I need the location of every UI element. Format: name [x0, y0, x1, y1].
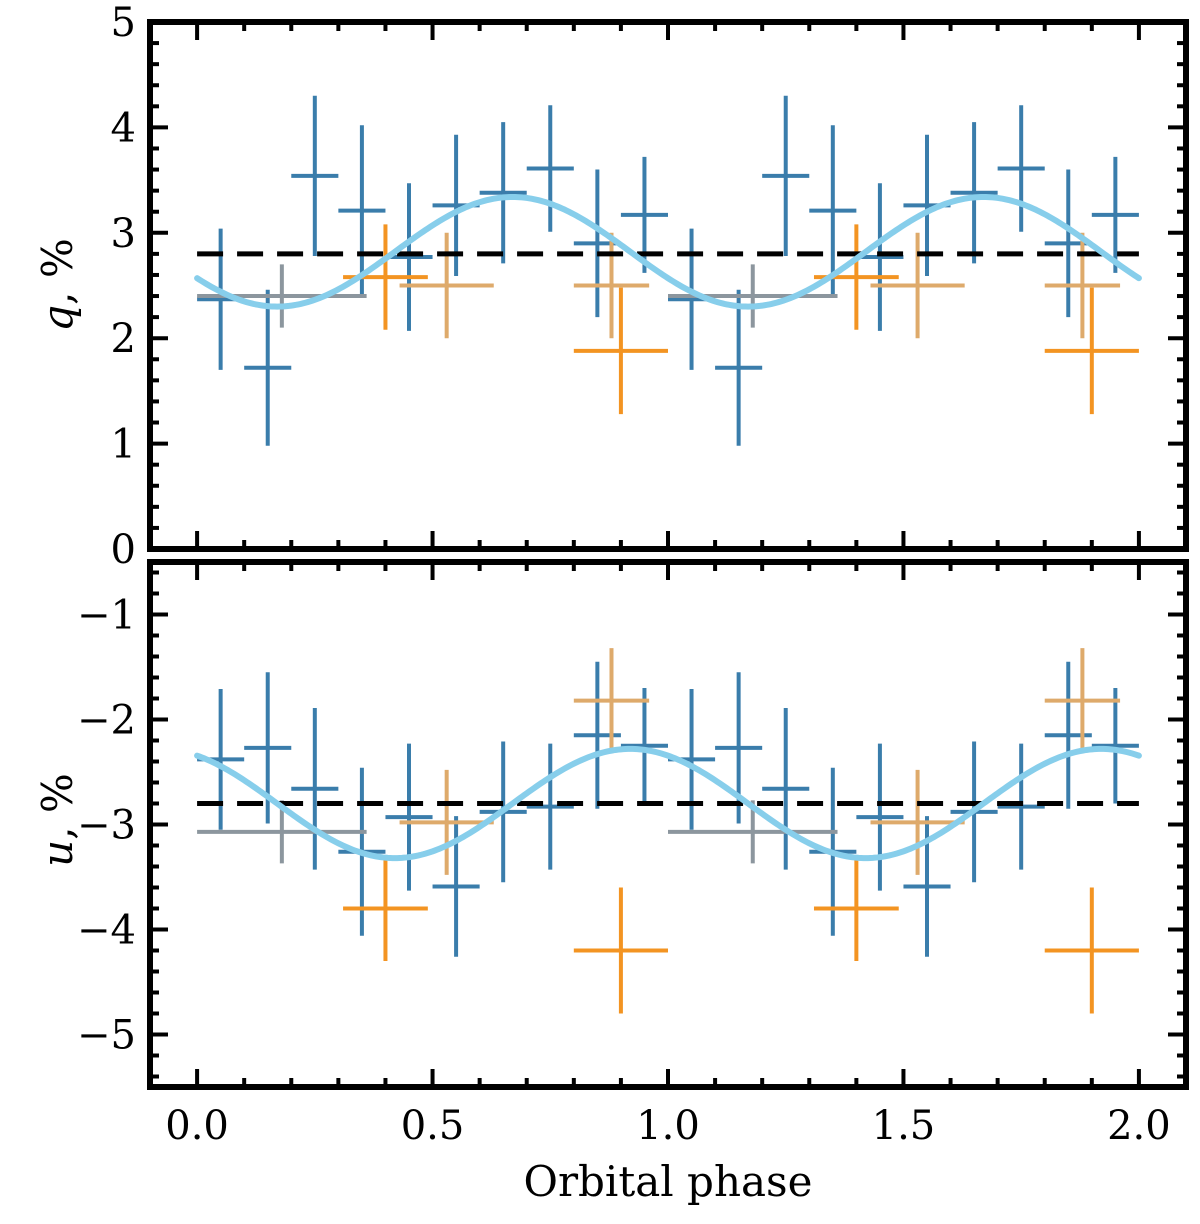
y-axis-variable: u	[33, 840, 82, 867]
y-axis-label: q, %	[33, 238, 82, 332]
data-point-blue	[856, 743, 904, 891]
data-point-blue	[950, 122, 998, 264]
x-tick-label: 1.5	[872, 1103, 936, 1149]
y-tick-label: 4	[111, 105, 136, 151]
y-tick-label: 2	[111, 316, 136, 362]
data-point-orange	[573, 887, 668, 1014]
plot-area	[194, 95, 1142, 446]
y-axis-variable: q	[33, 305, 82, 332]
data-point-blue	[526, 105, 574, 232]
series-blue	[197, 661, 1139, 957]
data-point-blue	[997, 743, 1045, 870]
data-point-tan	[1044, 648, 1121, 754]
data-point-blue	[244, 289, 292, 446]
series-orange	[343, 224, 1139, 415]
data-point-blue	[432, 816, 480, 957]
data-point-blue	[244, 672, 292, 824]
data-point-blue	[291, 95, 339, 256]
data-point-blue	[526, 743, 574, 870]
series-gray	[197, 264, 838, 328]
data-point-blue	[715, 289, 763, 446]
y-axis-unit: , %	[33, 773, 82, 840]
series-blue	[197, 95, 1139, 446]
x-tick-label: 2.0	[1107, 1103, 1171, 1149]
series-gray	[197, 800, 838, 864]
top-panel: 0 1 2 3 4 5 q, %	[33, 0, 1189, 573]
data-point-tan	[870, 769, 965, 875]
data-point-orange	[1044, 287, 1139, 415]
y-tick-label: −5	[77, 1013, 136, 1059]
data-point-tan	[1044, 232, 1121, 339]
y-tick-label: −2	[77, 698, 136, 744]
y-axis-unit: , %	[33, 238, 82, 305]
y-tick-label: −1	[77, 593, 136, 639]
plot-frame	[147, 559, 1189, 1090]
data-point-blue	[997, 105, 1045, 232]
data-point-blue	[903, 816, 951, 957]
data-point-blue	[338, 125, 386, 297]
data-point-orange	[573, 287, 668, 415]
data-point-tan	[399, 232, 494, 339]
data-point-gray	[668, 800, 838, 864]
bottom-panel: −1 −2 −3 −4 −5 0.0 0.5 1.0 1.5 2.0 u, %	[33, 559, 1189, 1149]
data-point-gray	[197, 800, 367, 864]
data-point-blue	[809, 125, 857, 297]
data-point-tan	[573, 648, 650, 754]
x-tick-label: 0.5	[401, 1103, 465, 1149]
data-point-orange	[343, 856, 428, 961]
data-point-tan	[399, 769, 494, 875]
series-tan	[399, 232, 1121, 339]
data-point-blue	[1044, 661, 1092, 809]
data-point-blue	[762, 707, 810, 870]
data-point-blue	[856, 183, 904, 331]
series-orange	[343, 856, 1139, 1014]
y-tick-label: 5	[111, 0, 136, 46]
y-axis-label: u, %	[33, 773, 82, 867]
y-tick-label: −4	[77, 908, 136, 954]
data-point-orange	[1044, 887, 1139, 1014]
plot-area	[194, 648, 1142, 1014]
model-curve	[194, 193, 1142, 310]
y-tick-label: 0	[111, 527, 136, 573]
data-point-blue	[479, 122, 527, 264]
x-axis-label: Orbital phase	[524, 1157, 813, 1206]
series-tan	[399, 648, 1121, 875]
model-curve	[194, 745, 1142, 862]
data-point-blue	[385, 743, 433, 891]
data-point-tan	[573, 232, 650, 339]
y-tick-label: 1	[111, 422, 136, 468]
data-point-blue	[1091, 688, 1139, 804]
data-point-blue	[715, 672, 763, 824]
ticks	[148, 20, 1188, 551]
data-point-blue	[573, 661, 621, 809]
data-point-blue	[762, 95, 810, 256]
data-point-orange	[813, 856, 899, 961]
x-tick-label: 0.0	[165, 1103, 229, 1149]
plot-frame	[147, 19, 1189, 552]
data-point-blue	[620, 688, 668, 804]
y-tick-label: −3	[77, 803, 136, 849]
data-point-tan	[870, 232, 965, 339]
data-point-blue	[291, 707, 339, 870]
data-point-blue	[1091, 156, 1139, 273]
data-point-blue	[385, 183, 433, 331]
x-tick-label: 1.0	[636, 1103, 700, 1149]
y-tick-label: 3	[111, 211, 136, 257]
